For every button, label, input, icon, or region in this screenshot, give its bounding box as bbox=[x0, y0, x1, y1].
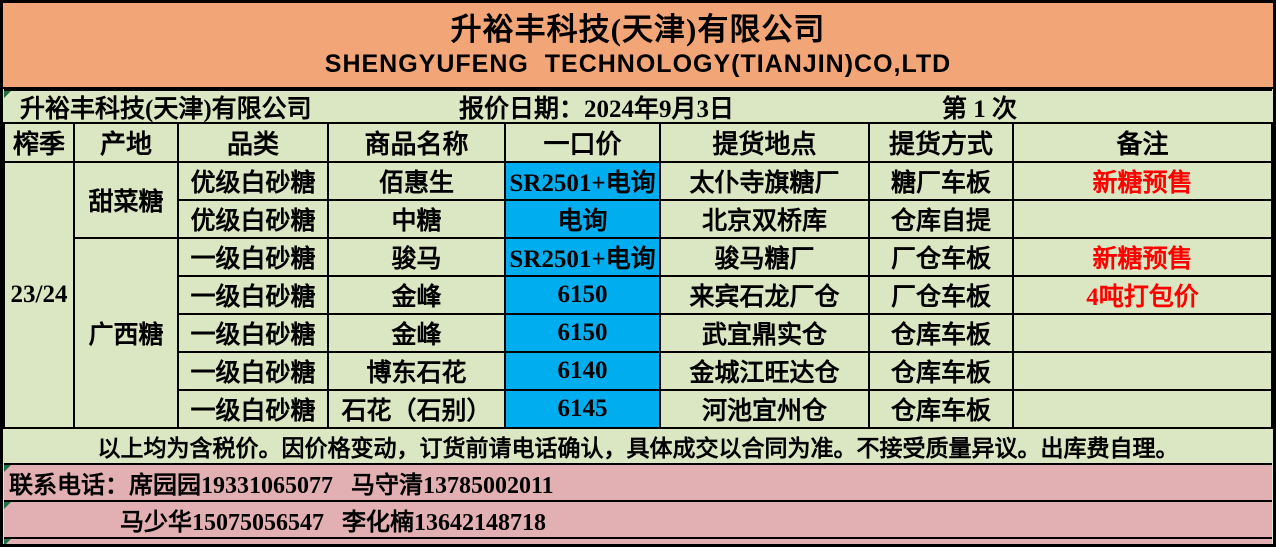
col-header-note: 备注 bbox=[1012, 122, 1273, 163]
note-cell bbox=[1012, 389, 1273, 429]
product-name-cell: 金峰 bbox=[327, 313, 506, 353]
location-cell: 河池宜州仓 bbox=[659, 389, 870, 429]
quotation-table: 升裕丰科技(天津)有限公司 报价日期：2024年9月3日 第 1 次 榨季 产地… bbox=[3, 89, 1273, 544]
season-cell: 23/24 bbox=[3, 161, 75, 429]
location-cell: 北京双桥库 bbox=[659, 199, 870, 239]
product-name-cell: 石花（石别） bbox=[327, 389, 506, 429]
contact-label: 售后服务： bbox=[4, 540, 129, 544]
note-cell bbox=[1012, 351, 1273, 391]
note-cell bbox=[1012, 199, 1273, 239]
category-cell: 一级白砂糖 bbox=[177, 313, 329, 353]
excel-error-indicator-icon bbox=[4, 466, 11, 472]
col-header-season: 榨季 bbox=[3, 122, 75, 163]
note-cell bbox=[1012, 313, 1273, 353]
category-cell: 一级白砂糖 bbox=[177, 351, 329, 391]
company-title-zh: 升裕丰科技(天津)有限公司 bbox=[450, 11, 826, 47]
col-header-name: 商品名称 bbox=[327, 122, 506, 163]
note-cell: 4吨打包价 bbox=[1012, 275, 1273, 315]
location-cell: 金城江旺达仓 bbox=[659, 351, 870, 391]
table-row: 23/24 甜菜糖 优级白砂糖 佰惠生 SR2501+电询 太仆寺旗糖厂 糖厂车… bbox=[3, 161, 1273, 429]
table-row: 一级白砂糖 金峰 6150 武宜鼎实仓 仓库车板 bbox=[4, 313, 1273, 353]
column-header-row: 榨季 产地 品类 商品名称 一口价 提货地点 提货方式 备注 bbox=[3, 122, 1273, 163]
quote-round: 第 1 次 bbox=[942, 95, 1018, 123]
excel-error-indicator-icon bbox=[4, 92, 11, 98]
method-cell: 仓库车板 bbox=[868, 351, 1014, 391]
disclaimer-row: 以上均为含税价。因价格变动，订货前请电话确认，具体成交以合同为准。不接受质量异议… bbox=[4, 427, 1272, 465]
method-cell: 糖厂车板 bbox=[868, 161, 1014, 201]
origin-cell-guangxi: 广西糖 bbox=[73, 237, 179, 429]
contact-cell: 售后服务：王月霞13733302796 马文宇18612829561 bbox=[4, 537, 1272, 544]
table-row: 一级白砂糖 金峰 6150 来宾石龙厂仓 厂仓车板 4吨打包价 bbox=[4, 275, 1273, 315]
category-cell: 一级白砂糖 bbox=[177, 275, 329, 315]
price-cell: 电询 bbox=[504, 199, 661, 239]
excel-error-indicator-icon bbox=[4, 540, 11, 544]
origin-cell-beet: 甜菜糖 bbox=[73, 161, 179, 239]
category-cell: 优级白砂糖 bbox=[177, 161, 329, 201]
price-cell: 6140 bbox=[504, 351, 661, 391]
company-title-en: SHENGYUFENG TECHNOLOGY(TIANJIN)CO,LTD bbox=[324, 50, 952, 79]
contact-cell: 联系电话：席园园19331065077 马守清13785002011 bbox=[4, 463, 1272, 502]
price-cell: 6145 bbox=[504, 389, 661, 429]
price-cell: SR2501+电询 bbox=[504, 161, 661, 201]
category-cell: 一级白砂糖 bbox=[177, 237, 329, 277]
col-header-category: 品类 bbox=[177, 122, 329, 163]
col-header-method: 提货方式 bbox=[868, 122, 1014, 163]
note-cell: 新糖预售 bbox=[1012, 237, 1273, 277]
contact-people: 席园园19331065077 马守清13785002011 bbox=[129, 473, 554, 499]
method-cell: 仓库自提 bbox=[868, 199, 1014, 239]
contact-people: 马少华15075056547 李化楠13642148718 bbox=[120, 510, 546, 536]
location-cell: 来宾石龙厂仓 bbox=[659, 275, 870, 315]
contact-row: 售后服务：王月霞13733302796 马文宇18612829561 bbox=[4, 537, 1272, 544]
product-name-cell: 博东石花 bbox=[327, 351, 506, 391]
contact-row: 马少华15075056547 李化楠13642148718 bbox=[4, 500, 1272, 539]
product-name-cell: 佰惠生 bbox=[327, 161, 506, 201]
product-name-cell: 中糖 bbox=[327, 199, 506, 239]
location-cell: 太仆寺旗糖厂 bbox=[659, 161, 870, 201]
method-cell: 仓库车板 bbox=[868, 389, 1014, 429]
method-cell: 厂仓车板 bbox=[868, 237, 1014, 277]
location-cell: 武宜鼎实仓 bbox=[659, 313, 870, 353]
category-cell: 优级白砂糖 bbox=[177, 199, 329, 239]
table-row: 优级白砂糖 中糖 电询 北京双桥库 仓库自提 bbox=[4, 199, 1273, 239]
category-cell: 一级白砂糖 bbox=[177, 389, 329, 429]
contact-cell: 马少华15075056547 李化楠13642148718 bbox=[4, 500, 1272, 539]
product-name-cell: 金峰 bbox=[327, 275, 506, 315]
method-cell: 厂仓车板 bbox=[868, 275, 1014, 315]
contact-label: 联系电话： bbox=[9, 473, 129, 499]
table-row: 广西糖 一级白砂糖 骏马 SR2501+电询 骏马糖厂 厂仓车板 新糖预售 bbox=[4, 237, 1273, 429]
note-cell: 新糖预售 bbox=[1012, 161, 1273, 201]
company-title-block: 升裕丰科技(天津)有限公司 SHENGYUFENG TECHNOLOGY(TIA… bbox=[3, 3, 1273, 89]
table-row: 一级白砂糖 博东石花 6140 金城江旺达仓 仓库车板 bbox=[4, 351, 1273, 391]
disclaimer-text: 以上均为含税价。因价格变动，订货前请电话确认，具体成交以合同为准。不接受质量异议… bbox=[4, 427, 1272, 465]
location-cell: 骏马糖厂 bbox=[659, 237, 870, 277]
quote-date: 报价日期：2024年9月3日 bbox=[459, 95, 735, 123]
col-header-price: 一口价 bbox=[504, 122, 661, 163]
price-cell: 6150 bbox=[504, 313, 661, 353]
price-cell: SR2501+电询 bbox=[504, 237, 661, 277]
info-row: 升裕丰科技(天津)有限公司 报价日期：2024年9月3日 第 1 次 bbox=[4, 89, 1272, 124]
col-header-location: 提货地点 bbox=[659, 122, 870, 163]
col-header-origin: 产地 bbox=[73, 122, 179, 163]
product-name-cell: 骏马 bbox=[327, 237, 506, 277]
price-cell: 6150 bbox=[504, 275, 661, 315]
contact-row: 联系电话：席园园19331065077 马守清13785002011 bbox=[4, 463, 1272, 502]
table-row: 一级白砂糖 石花（石别） 6145 河池宜州仓 仓库车板 bbox=[4, 389, 1273, 429]
info-company-name: 升裕丰科技(天津)有限公司 bbox=[20, 95, 312, 123]
info-cell: 升裕丰科技(天津)有限公司 报价日期：2024年9月3日 第 1 次 bbox=[4, 89, 1272, 124]
method-cell: 仓库车板 bbox=[868, 313, 1014, 353]
excel-error-indicator-icon bbox=[4, 503, 11, 509]
